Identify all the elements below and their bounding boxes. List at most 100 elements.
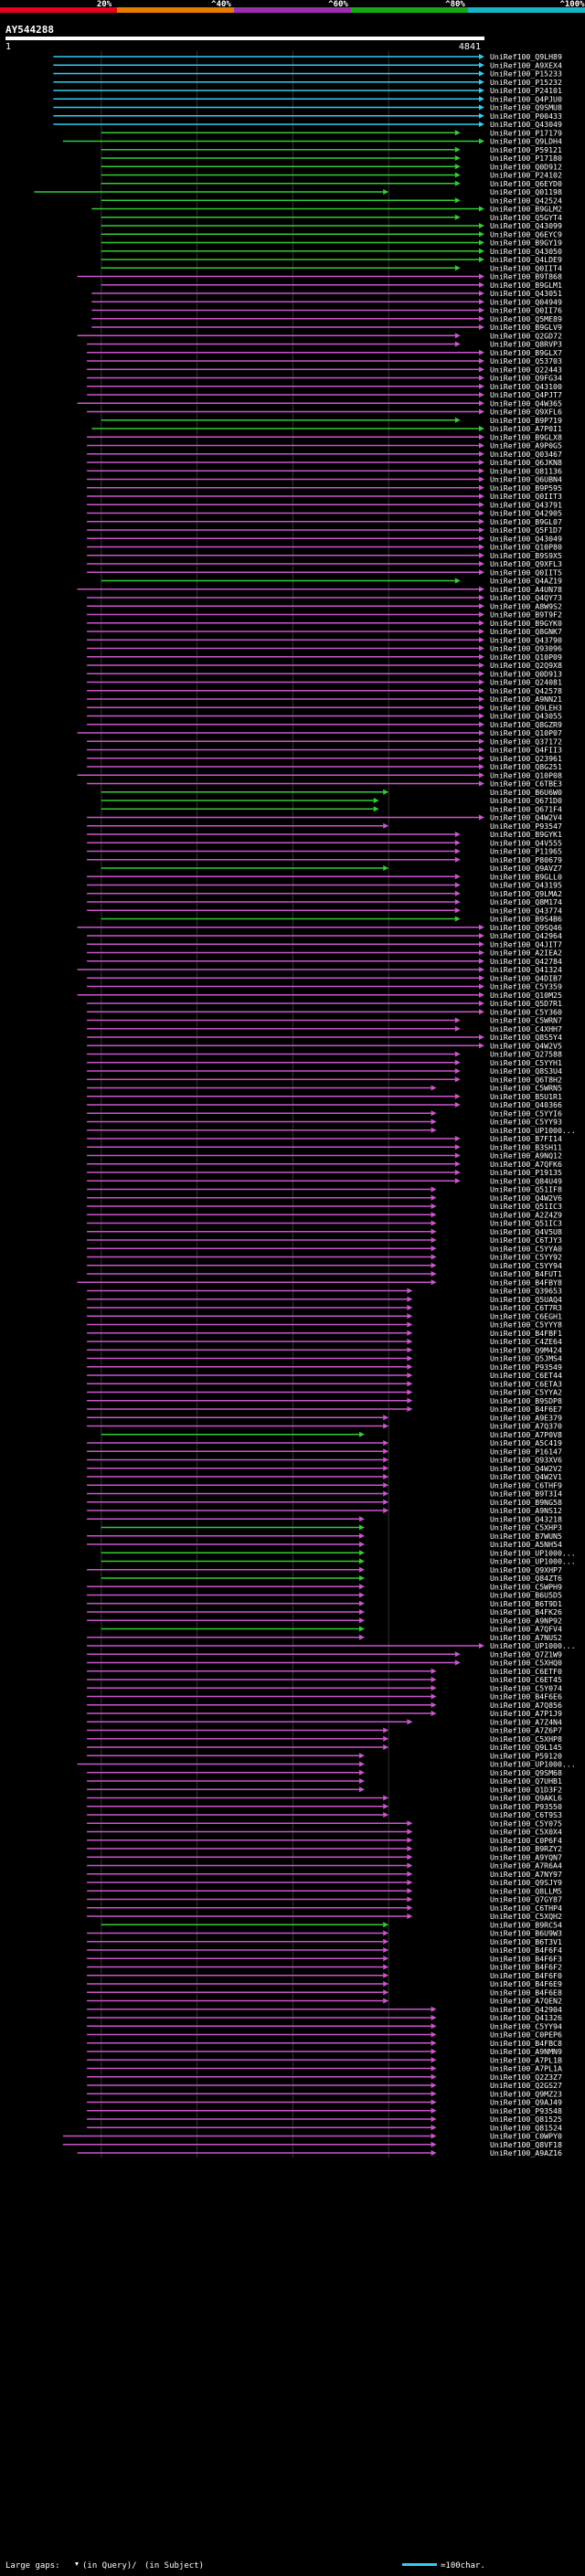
hit-label: UniRef100_Q6JKN8 — [490, 458, 562, 467]
hit-label: UniRef100_C6T7R3 — [490, 1303, 562, 1312]
hit-row: UniRef100_Q7UHB1 — [87, 1776, 562, 1786]
hit-row: UniRef100_Q9LMA2 — [87, 889, 562, 898]
hit-arrow — [383, 865, 389, 871]
hit-arrow — [479, 79, 484, 85]
hit-arrow — [359, 1566, 365, 1573]
hit-row: UniRef100_Q10P07 — [77, 728, 562, 737]
hit-row: UniRef100_Q03467 — [87, 450, 562, 459]
hit-row: UniRef100_Q42964 — [87, 931, 562, 940]
hit-row: UniRef100_Q84U49 — [87, 1176, 562, 1185]
hit-label: UniRef100_C5YY94 — [490, 2021, 562, 2030]
hit-arrow — [479, 502, 484, 508]
hit-arrow — [479, 273, 484, 280]
hit-label: UniRef100_B9GLL0 — [490, 872, 562, 881]
hit-label: UniRef100_C0WPY0 — [490, 2132, 562, 2141]
hit-arrow — [479, 460, 484, 465]
hit-label: UniRef100_B4F6F0 — [490, 1971, 562, 1980]
hit-row: UniRef100_Q4JIT7 — [87, 939, 562, 949]
hit-row: UniRef100_B9GYK1 — [87, 830, 562, 839]
hit-arrow — [431, 1246, 437, 1252]
hit-row: UniRef100_B9S4B6 — [101, 915, 562, 924]
hit-arrow — [407, 1846, 413, 1851]
hit-label: UniRef100_C0P6F4 — [490, 1836, 562, 1845]
hit-label: UniRef100_Q39653 — [490, 1287, 562, 1296]
hit-label: UniRef100_B9GLV9 — [490, 323, 562, 332]
hit-row: UniRef100_Q5D7R1 — [87, 999, 562, 1008]
hit-arrow — [479, 122, 484, 127]
hit-row: UniRef100_B4F6F2 — [87, 1963, 562, 1972]
hit-label: UniRef100_Q10M25 — [490, 991, 562, 1000]
hit-arrow — [359, 1634, 365, 1640]
hit-arrow — [359, 1550, 365, 1556]
hit-arrow — [359, 1769, 365, 1776]
hit-label: UniRef100_Q43791 — [490, 500, 562, 509]
hit-arrow — [479, 88, 484, 93]
hit-row: UniRef100_Q8G251 — [87, 762, 562, 771]
hit-label: UniRef100_Q43055 — [490, 712, 562, 721]
hit-label: UniRef100_B9T3I4 — [490, 1489, 562, 1499]
hit-row: UniRef100_Q10P80 — [87, 543, 562, 552]
hit-row: UniRef100_A7PL1B — [87, 2055, 562, 2064]
hit-arrow — [479, 738, 484, 745]
hit-arrow — [479, 814, 484, 821]
hit-label: UniRef100_Q42578 — [490, 686, 562, 695]
hit-arrow — [431, 1127, 437, 1133]
hit-row: UniRef100_Q8S5Y4 — [87, 1033, 562, 1042]
hit-label: UniRef100_C5WRN5 — [490, 1084, 562, 1093]
hit-label: UniRef100_Q9LEH3 — [490, 703, 562, 712]
hit-arrow — [479, 307, 484, 313]
hit-row: UniRef100_C5WRN5 — [87, 1084, 562, 1093]
hit-label: UniRef100_Q6EYD0 — [490, 179, 562, 188]
hit-label: UniRef100_B4F6E7 — [490, 1405, 562, 1414]
hit-arrow — [431, 2023, 437, 2030]
hit-arrow — [454, 164, 461, 170]
hit-label: UniRef100_Q6T8H2 — [490, 1075, 562, 1084]
hit-arrow — [431, 2040, 437, 2046]
hit-arrow — [454, 907, 461, 914]
hit-row: UniRef100_C6T9S3 — [87, 1810, 562, 1819]
hit-label: UniRef100_Q2Q9X8 — [490, 661, 562, 670]
hit-row: UniRef100_Q1D3F2 — [87, 1785, 562, 1794]
hit-arrow — [407, 1837, 413, 1843]
hit-row: UniRef100_Q9XFL3 — [87, 559, 562, 568]
hit-label: UniRef100_Q9LDH4 — [490, 137, 562, 146]
hit-arrow — [454, 180, 461, 186]
hit-row: UniRef100_Q4W2V1 — [87, 1472, 562, 1481]
hit-arrow — [407, 1313, 413, 1320]
hit-label: UniRef100_A5NH54 — [490, 1540, 562, 1549]
hit-arrow — [407, 1904, 413, 1911]
hit-arrow — [454, 1017, 461, 1023]
hit-label: UniRef100_Q5F1D7 — [490, 525, 562, 535]
hit-row: UniRef100_C0WPY0 — [62, 2132, 562, 2141]
hit-label: UniRef100_Q8GNK7 — [490, 627, 562, 636]
hit-label: UniRef100_P15232 — [490, 78, 562, 87]
hit-arrow — [479, 983, 484, 990]
hit-arrow — [479, 544, 484, 550]
hit-arrow — [383, 1938, 389, 1945]
hit-label: UniRef100_A8W9S2 — [490, 601, 562, 610]
hit-row: UniRef100_Q0IIT3 — [87, 492, 562, 501]
scale-segment — [0, 7, 117, 13]
hit-row: UniRef100_P19135 — [87, 1168, 562, 1177]
hit-arrow — [431, 1220, 437, 1226]
hit-label: UniRef100_B9GLX7 — [490, 348, 562, 357]
hit-row: UniRef100_A7R6A4 — [87, 1861, 562, 1871]
hit-label: UniRef100_Q0IIT4 — [490, 263, 562, 272]
hit-arrow — [431, 2057, 437, 2063]
hit-row: UniRef100_Q9SJY9 — [87, 1878, 562, 1887]
hit-label: UniRef100_Q51IC3 — [490, 1202, 562, 1211]
hit-label: UniRef100_B9SDP8 — [490, 1396, 562, 1405]
hit-row: UniRef100_C5YY93 — [87, 1118, 562, 1127]
hit-label: UniRef100_UP1000... — [490, 1557, 576, 1566]
hit-row: UniRef100_A7NY97 — [87, 1870, 562, 1879]
hit-arrow — [479, 629, 484, 634]
hit-label: UniRef100_Q4W2V5 — [490, 1041, 562, 1050]
hit-row: UniRef100_Q5ME89 — [91, 314, 562, 323]
hit-row: UniRef100_Q43051 — [91, 289, 562, 298]
legend-footer: Large gaps: (in Query)/ (in Subject) =10… — [5, 2561, 485, 2571]
hit-row: UniRef100_Q22443 — [87, 365, 562, 374]
hit-arrow — [479, 375, 484, 381]
hit-label: UniRef100_A9NQ12 — [490, 1151, 562, 1161]
hit-row: UniRef100_Q4V5U8 — [87, 1227, 562, 1236]
hit-label: UniRef100_Q23961 — [490, 754, 562, 763]
